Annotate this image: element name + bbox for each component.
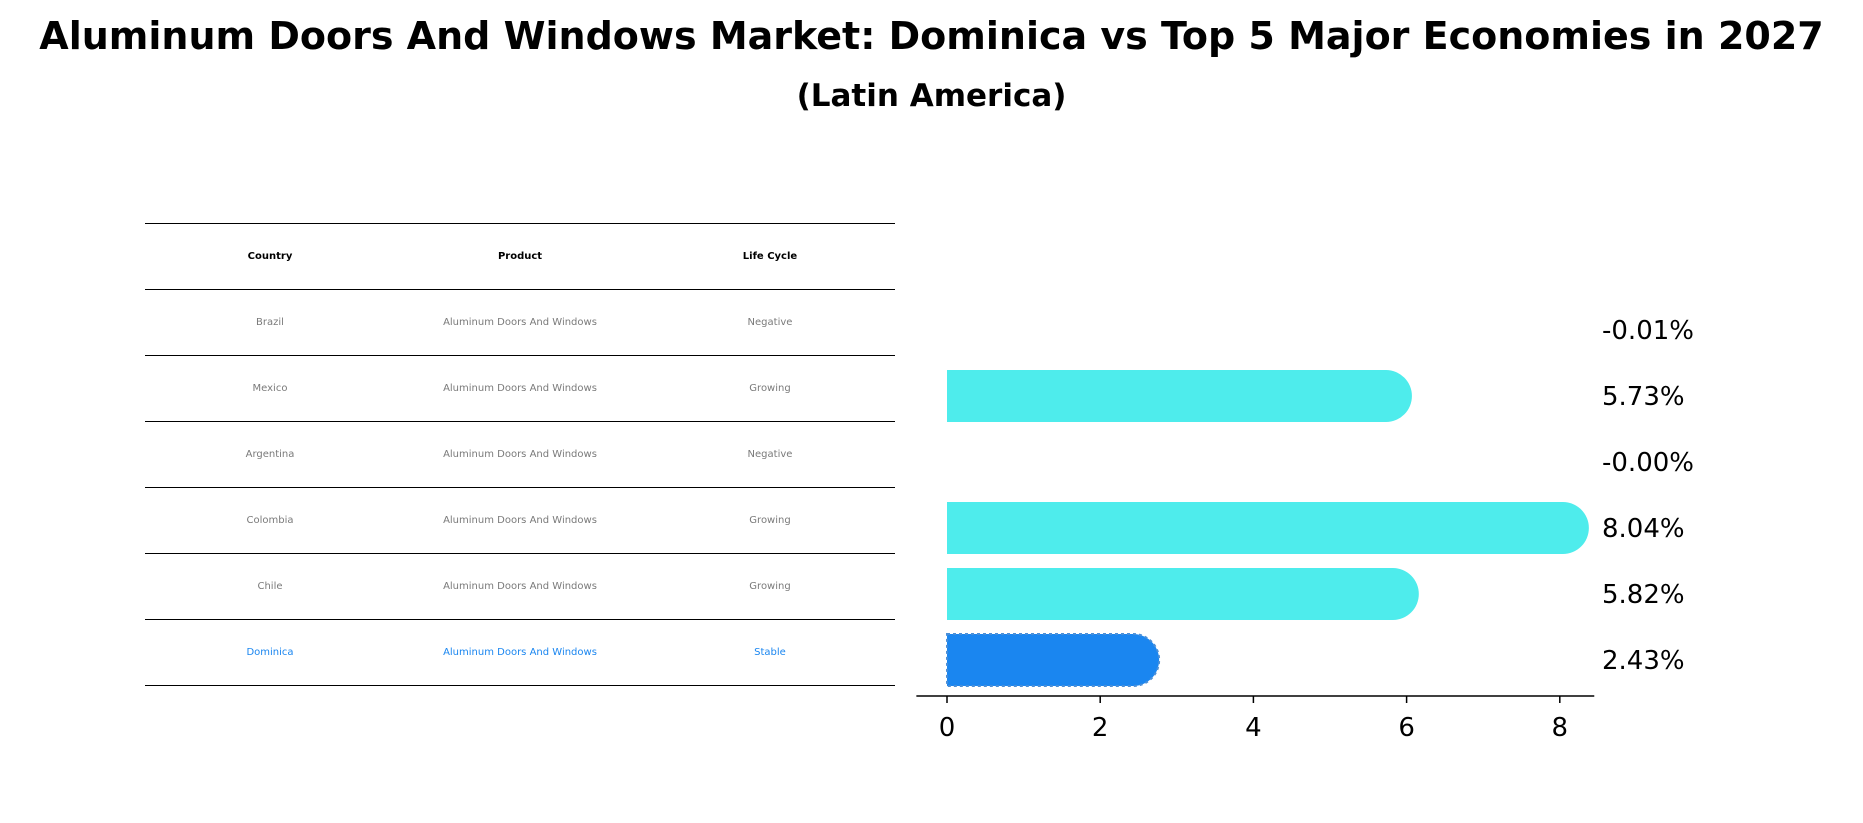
data-table: Country Product Life Cycle Brazil Alumin… bbox=[145, 223, 895, 686]
x-tick-label: 4 bbox=[1245, 713, 1262, 743]
cell-life-cycle: Growing bbox=[749, 581, 791, 592]
table-row: Mexico Aluminum Doors And Windows Growin… bbox=[145, 356, 895, 422]
table-row: Argentina Aluminum Doors And Windows Neg… bbox=[145, 422, 895, 488]
cell-life-cycle: Stable bbox=[754, 647, 786, 658]
table-row: Colombia Aluminum Doors And Windows Grow… bbox=[145, 488, 895, 554]
header-product: Product bbox=[497, 251, 543, 262]
value-label-brazil: -0.01% bbox=[1602, 316, 1694, 346]
x-tick-label: 8 bbox=[1552, 713, 1569, 743]
header-country: Country bbox=[247, 251, 293, 262]
x-tick-label: 0 bbox=[939, 713, 956, 743]
header-life-cycle: Life Cycle bbox=[742, 251, 798, 262]
cell-product: Aluminum Doors And Windows bbox=[443, 581, 597, 592]
x-tick-label: 2 bbox=[1092, 713, 1109, 743]
cell-product: Aluminum Doors And Windows bbox=[443, 647, 597, 658]
value-label-chile: 5.82% bbox=[1602, 580, 1685, 610]
cell-product: Aluminum Doors And Windows bbox=[443, 515, 597, 526]
table-row: Brazil Aluminum Doors And Windows Negati… bbox=[145, 290, 895, 356]
chart-title: Aluminum Doors And Windows Market: Domin… bbox=[39, 14, 1824, 58]
cell-life-cycle: Growing bbox=[749, 383, 791, 394]
cell-life-cycle: Negative bbox=[747, 449, 793, 460]
cell-life-cycle: Growing bbox=[749, 515, 791, 526]
cell-country: Mexico bbox=[252, 383, 288, 394]
cell-country: Chile bbox=[257, 581, 283, 592]
cell-country: Argentina bbox=[245, 449, 295, 460]
cell-product: Aluminum Doors And Windows bbox=[443, 449, 597, 460]
table-row-highlighted: Dominica Aluminum Doors And Windows Stab… bbox=[145, 620, 895, 686]
value-label-dominica: 2.43% bbox=[1602, 646, 1685, 676]
chart-subtitle: (Latin America) bbox=[796, 78, 1067, 114]
value-label-argentina: -0.00% bbox=[1602, 448, 1694, 478]
value-label-mexico: 5.73% bbox=[1602, 382, 1685, 412]
bar-colombia bbox=[947, 502, 1589, 554]
cell-product: Aluminum Doors And Windows bbox=[443, 317, 597, 328]
value-label-colombia: 8.04% bbox=[1602, 514, 1685, 544]
cell-country: Dominica bbox=[246, 647, 294, 658]
cell-country: Brazil bbox=[256, 317, 284, 328]
cell-life-cycle: Negative bbox=[747, 317, 793, 328]
bar-dominica bbox=[946, 633, 1161, 687]
bar-mexico bbox=[947, 370, 1412, 422]
table-header-row: Country Product Life Cycle bbox=[145, 224, 895, 290]
cell-product: Aluminum Doors And Windows bbox=[443, 383, 597, 394]
cell-country: Colombia bbox=[246, 515, 294, 526]
table-row: Chile Aluminum Doors And Windows Growing bbox=[145, 554, 895, 620]
bar-chile bbox=[947, 568, 1419, 620]
x-tick-label: 6 bbox=[1398, 713, 1415, 743]
